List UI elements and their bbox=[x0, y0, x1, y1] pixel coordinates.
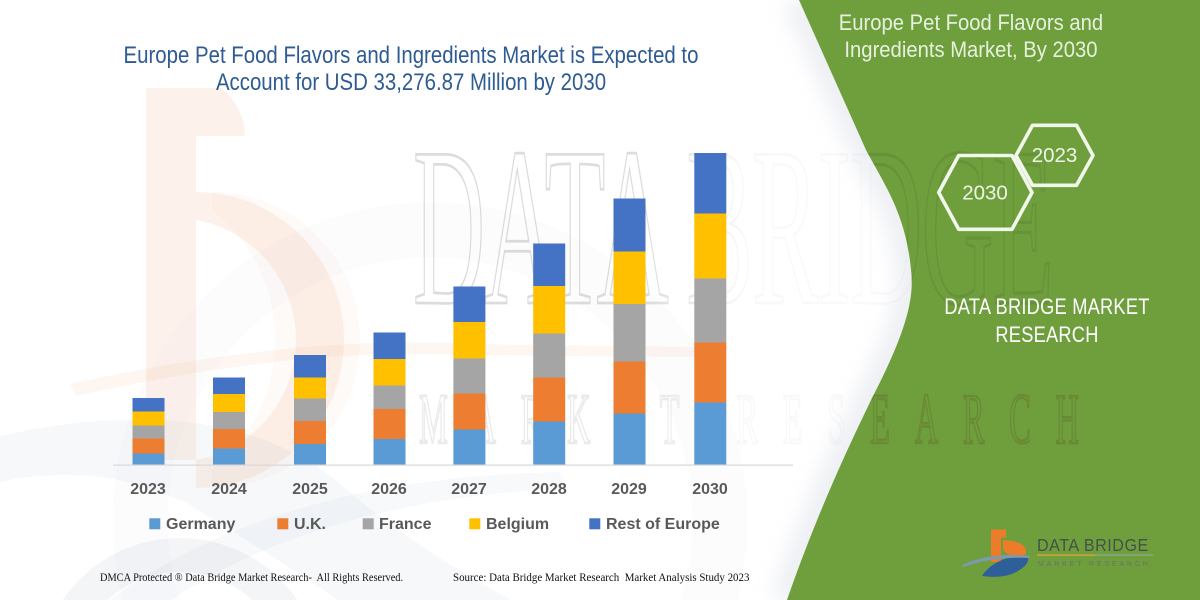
svg-text:2023: 2023 bbox=[1032, 144, 1078, 167]
svg-text:2030: 2030 bbox=[962, 182, 1008, 205]
svg-text:DATA BRIDGE: DATA BRIDGE bbox=[1037, 535, 1149, 555]
svg-text:DATA BRIDGE: DATA BRIDGE bbox=[413, 101, 1053, 352]
svg-text:MARKET RESEARCH: MARKET RESEARCH bbox=[1038, 559, 1151, 568]
svg-text:MARKET RESEARCH: MARKET RESEARCH bbox=[419, 380, 1104, 460]
